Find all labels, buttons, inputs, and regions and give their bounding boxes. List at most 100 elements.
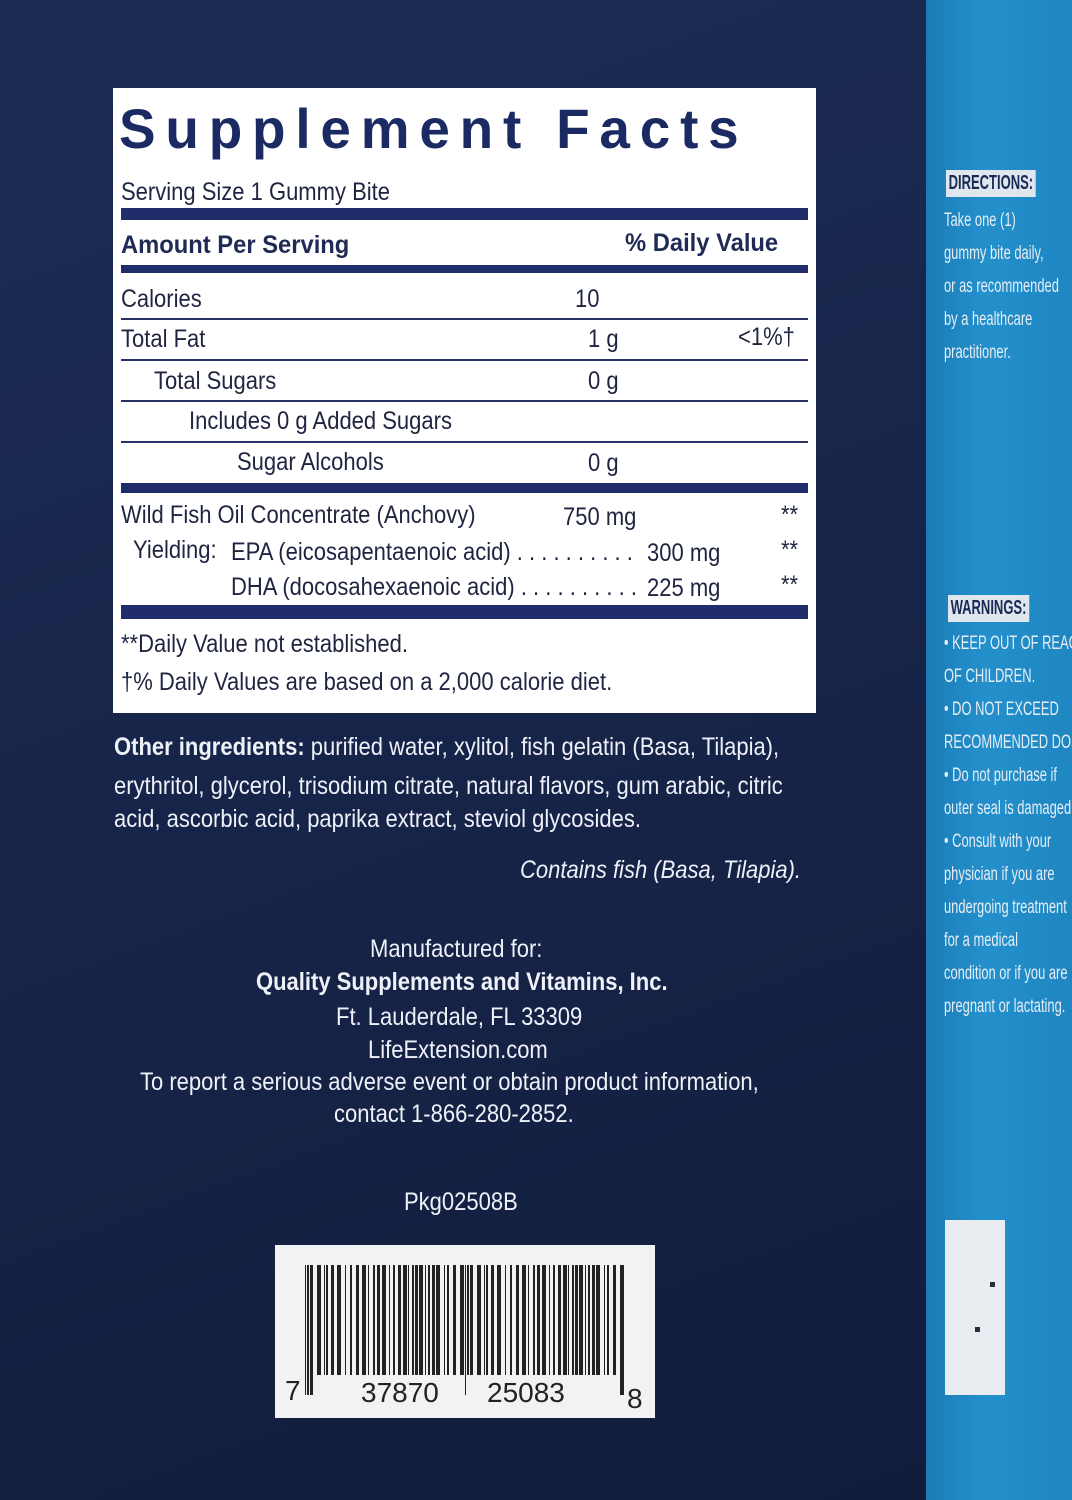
row-label: Sugar Alcohols [237, 448, 384, 476]
barcode-bar [398, 1265, 401, 1375]
side-text-line: for a medical [944, 930, 1018, 951]
serving-size: Serving Size 1 Gummy Bite [121, 178, 390, 206]
side-text-line: • DO NOT EXCEED [944, 699, 1059, 720]
barcode-bar [460, 1265, 464, 1375]
barcode-bar [412, 1265, 414, 1375]
divider [121, 400, 808, 402]
barcode-bar [470, 1265, 473, 1375]
barcode-bar [310, 1265, 313, 1395]
barcode-bar [558, 1265, 561, 1375]
barcode-bar [444, 1265, 445, 1375]
divider [121, 318, 808, 320]
barcode-bar [572, 1265, 574, 1375]
yielding-label: Yielding: [133, 536, 217, 564]
side-text-line: RECOMMENDED DOSE. [944, 732, 1072, 753]
row-amount: 0 g [588, 449, 619, 477]
qr-code-pattern [975, 1282, 995, 1332]
ingredients-text: erythritol, glycerol, trisodium citrate,… [114, 772, 783, 800]
footnote: †% Daily Values are based on a 2,000 cal… [121, 668, 613, 696]
barcode-bar [592, 1265, 595, 1375]
barcode-bar [377, 1265, 380, 1375]
barcode-bar [447, 1265, 449, 1375]
side-text-line: gummy bite daily, [944, 243, 1044, 264]
directions-label: DIRECTIONS: [946, 170, 1036, 197]
barcode-bar [505, 1265, 506, 1375]
barcode-bar [568, 1265, 569, 1375]
website: LifeExtension.com [368, 1036, 548, 1064]
barcode-bar [588, 1265, 590, 1375]
barcode-bar [403, 1265, 407, 1375]
qr-module [975, 1327, 980, 1332]
box-front-panel: Supplement Facts Serving Size 1 Gummy Bi… [0, 0, 926, 1500]
barcode-bar [368, 1265, 369, 1375]
divider [121, 359, 808, 361]
barcode-bar [382, 1265, 386, 1375]
divider [121, 441, 808, 443]
epa-dv: ** [781, 536, 799, 564]
row-amount: 1 g [588, 325, 619, 353]
barcode-bars [305, 1265, 625, 1395]
barcode-bar [537, 1265, 540, 1375]
barcode-bar [516, 1265, 519, 1375]
barcode-bar [373, 1265, 375, 1375]
barcode-bar [549, 1265, 550, 1375]
barcode-bar [305, 1265, 306, 1395]
barcode-bar [542, 1265, 546, 1375]
barcode-bar [331, 1265, 334, 1375]
barcode-bar [419, 1265, 423, 1375]
barcode-bar [467, 1265, 469, 1375]
supplement-facts-panel: Supplement Facts Serving Size 1 Gummy Bi… [113, 88, 816, 713]
dha-label: DHA (docosahexaenoic acid) . . . . . . .… [231, 573, 637, 601]
barcode-bar [324, 1265, 325, 1375]
fish-oil-amount: 750 mg [563, 503, 637, 531]
side-text-line: • Consult with your [944, 831, 1052, 852]
barcode-bar [563, 1265, 567, 1375]
barcode-bar [453, 1265, 456, 1375]
package-code: Pkg02508B [404, 1188, 518, 1216]
ingredients-text: acid, ascorbic acid, paprika extract, st… [114, 805, 642, 833]
divider [121, 265, 808, 273]
other-ingredients: Other ingredients: purified water, xylit… [114, 733, 779, 762]
row-dv: <1%† [738, 323, 795, 351]
row-amount: 0 g [588, 367, 619, 395]
barcode-bar [317, 1265, 321, 1375]
barcode-bar [350, 1265, 352, 1375]
barcode-bar [307, 1265, 309, 1395]
row-label: Includes 0 g Added Sugars [189, 407, 452, 435]
amount-per-serving: Amount Per Serving [121, 231, 350, 259]
barcode-bar [522, 1265, 526, 1375]
side-text-line: physician if you are [944, 864, 1055, 885]
barcode-digit: 7 [285, 1375, 301, 1406]
report-text: To report a serious adverse event or obt… [140, 1068, 759, 1096]
side-text-line: practitioner. [944, 342, 1011, 363]
dha-amount: 225 mg [647, 574, 721, 602]
dha-dv: ** [781, 571, 799, 599]
contact-phone: contact 1-866-280-2852. [334, 1100, 574, 1128]
barcode-bar [393, 1265, 395, 1375]
barcode-bar [486, 1265, 488, 1375]
barcode-bar [326, 1265, 328, 1375]
manufacturer-address: Ft. Lauderdale, FL 33309 [336, 1003, 583, 1031]
barcode-bar [465, 1265, 466, 1395]
barcode-bar [575, 1265, 578, 1375]
barcode-bar [477, 1265, 481, 1375]
barcode-bar [579, 1265, 583, 1375]
side-text-line: OF CHILDREN. [944, 666, 1036, 687]
fish-oil-label: Wild Fish Oil Concentrate (Anchovy) [121, 501, 476, 529]
barcode-bar [408, 1265, 409, 1375]
divider [121, 483, 808, 493]
barcode-bar [345, 1265, 346, 1375]
barcode-bar [436, 1265, 440, 1375]
barcode-bar [585, 1265, 586, 1375]
side-text-line: or as recommended [944, 276, 1059, 297]
barcode-bar [484, 1265, 485, 1375]
side-text-line: undergoing treatment [944, 897, 1067, 918]
row-label: Calories [121, 285, 202, 313]
fish-oil-dv: ** [781, 501, 799, 529]
barcode-bar [607, 1265, 609, 1375]
allergen-statement: Contains fish (Basa, Tilapia). [520, 856, 802, 884]
barcode-bar [510, 1265, 512, 1375]
barcode-bar [415, 1265, 418, 1375]
barcode-bar [620, 1265, 624, 1395]
barcode-digits: 37870 [357, 1377, 443, 1409]
